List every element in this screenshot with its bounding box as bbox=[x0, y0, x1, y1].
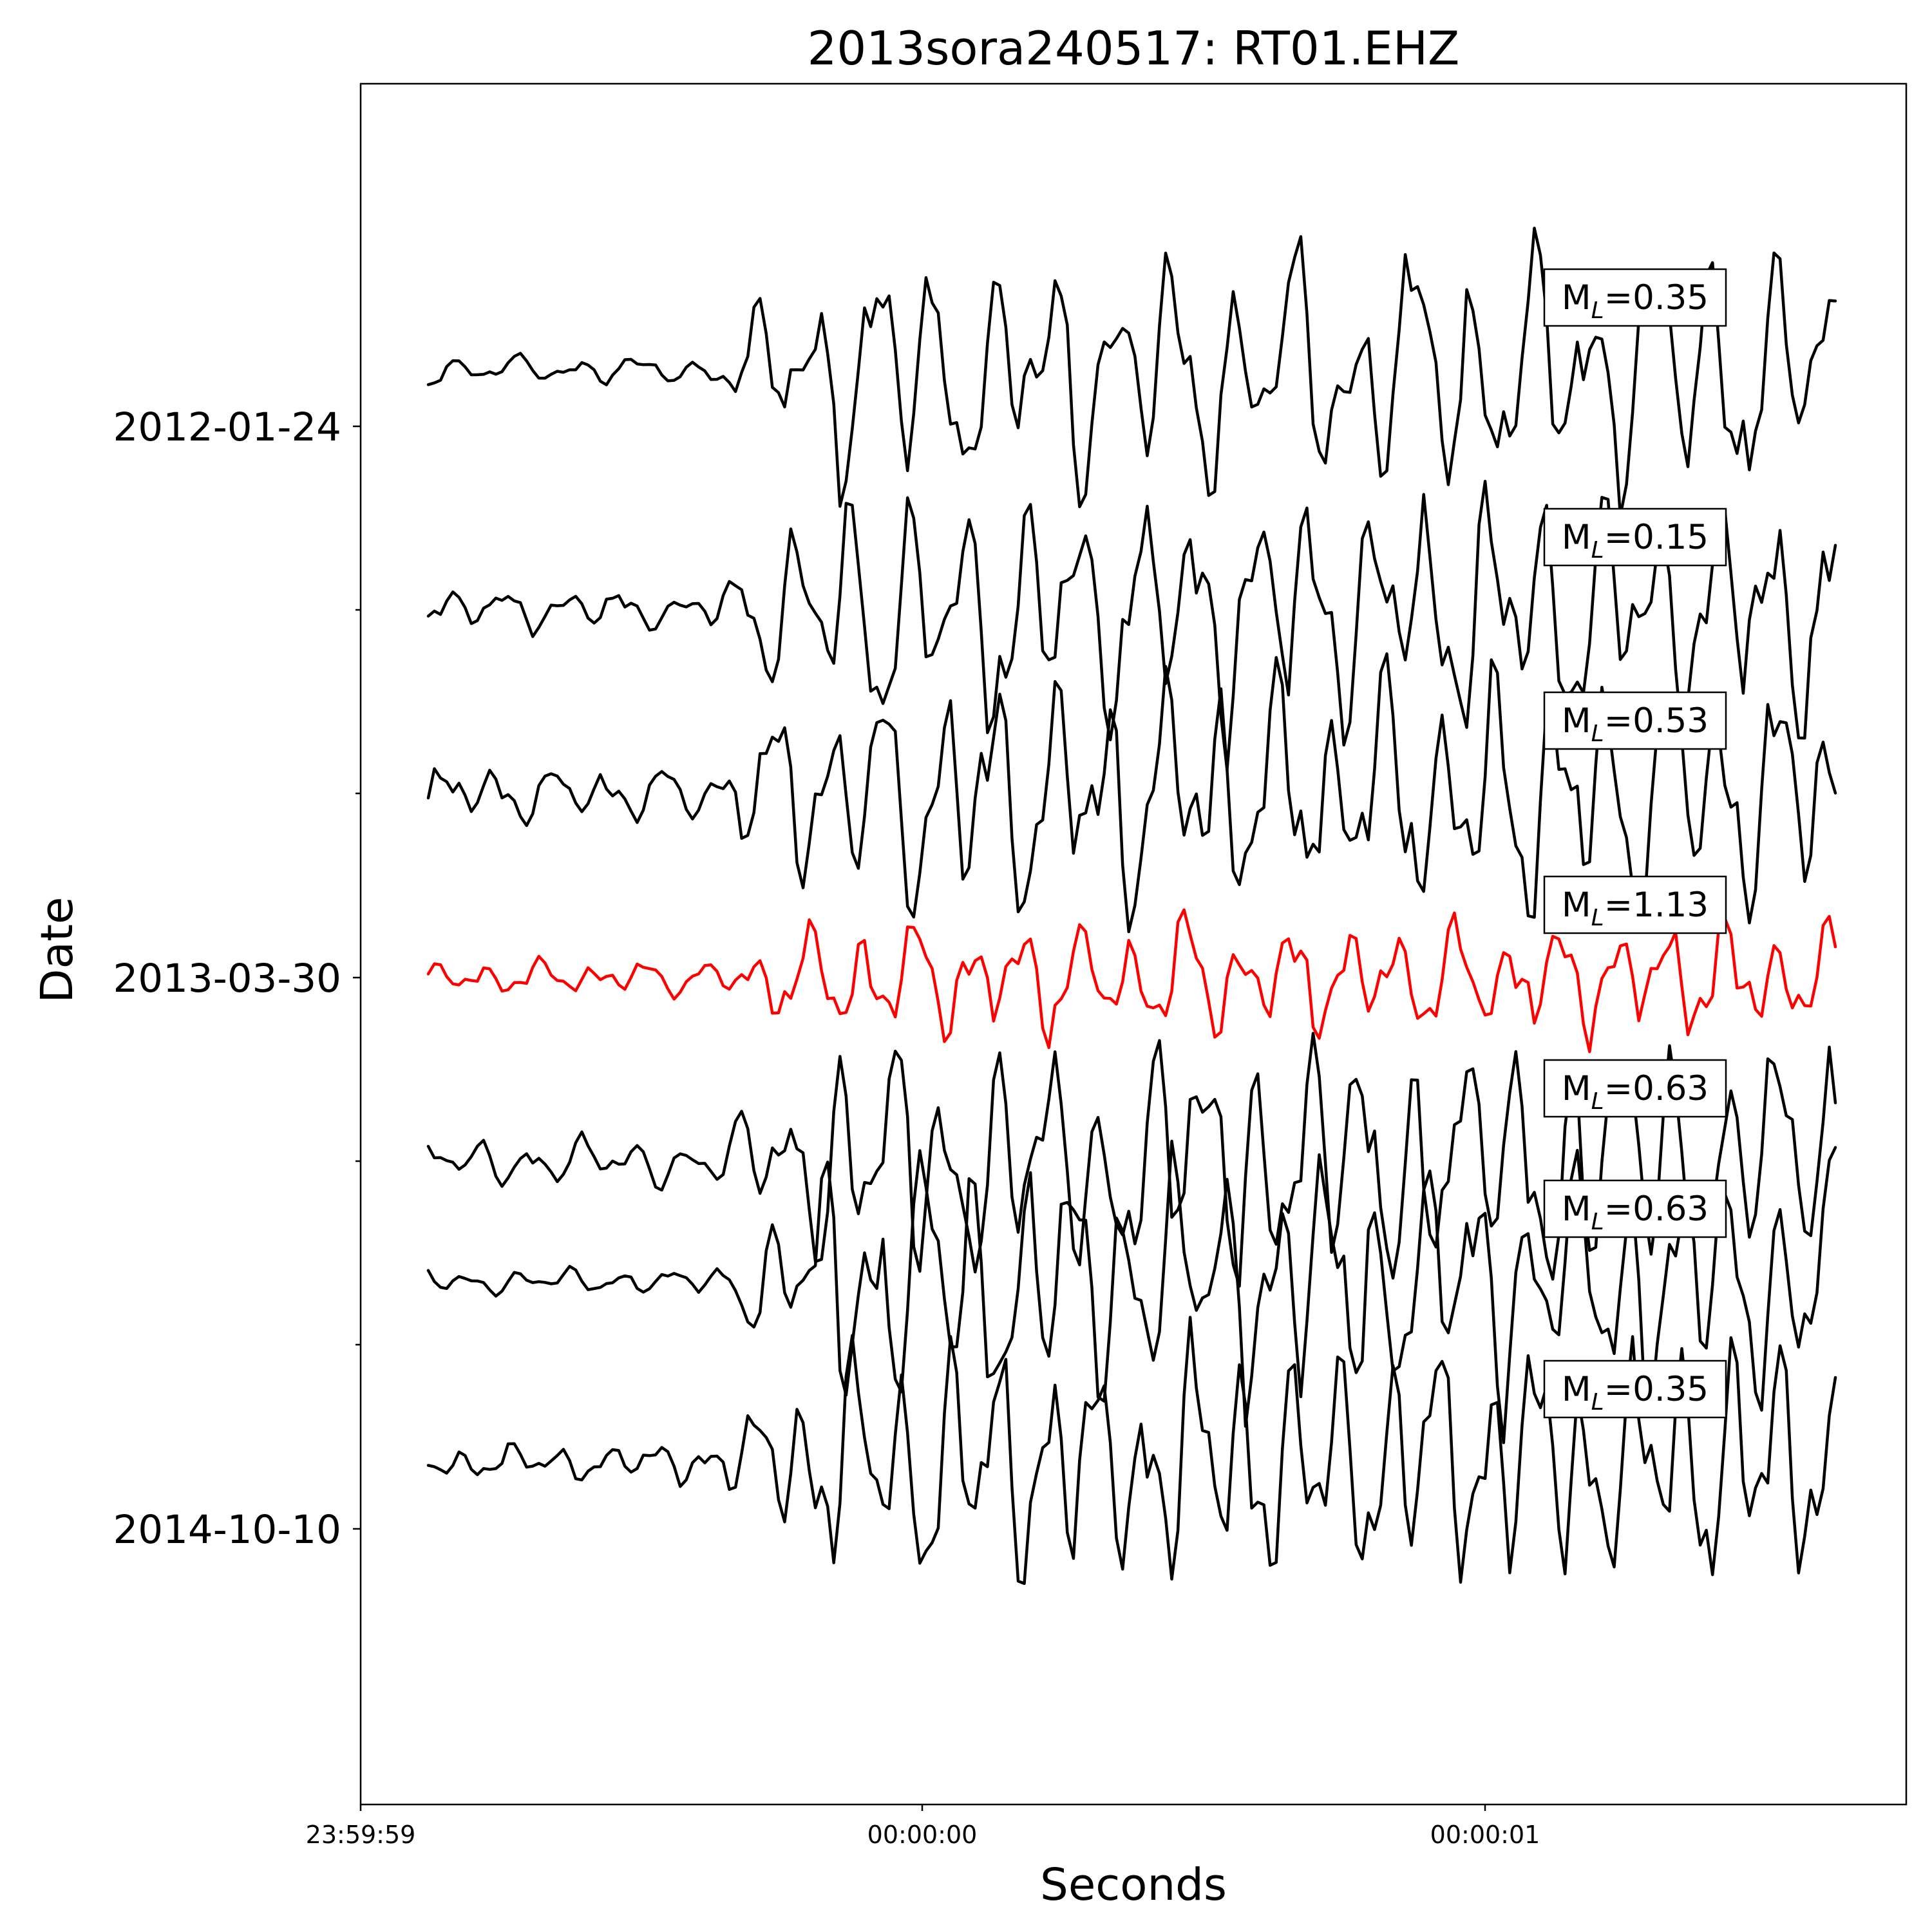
magnitude-label: ML=0.15 bbox=[1543, 507, 1727, 567]
x-tick-label: 00:00:00 bbox=[867, 1821, 978, 1849]
magnitude-label: ML=0.35 bbox=[1543, 1359, 1727, 1419]
magnitude-box bbox=[1543, 691, 1727, 750]
y-tick-label: 2012-01-24 bbox=[113, 404, 341, 450]
magnitude-label: ML=0.53 bbox=[1543, 691, 1727, 750]
waveform-trace bbox=[426, 480, 1837, 772]
waveform-trace bbox=[426, 1139, 1837, 1444]
magnitude-box bbox=[1543, 1359, 1727, 1419]
magnitude-text: ML=0.35 bbox=[1562, 278, 1709, 324]
y-axis: 2012-01-24 2013-03-30 2014-10-10 Date bbox=[32, 404, 361, 1553]
magnitude-text: ML=0.63 bbox=[1562, 1189, 1709, 1235]
magnitude-labels: ML=0.35 ML=0.15 ML=0.53 ML=1.13 ML=0.63 ML=0.… bbox=[1543, 268, 1727, 1419]
magnitude-box bbox=[1543, 875, 1727, 934]
magnitude-box bbox=[1543, 1179, 1727, 1238]
y-axis-label: Date bbox=[32, 897, 83, 1003]
magnitude-label: ML=0.63 bbox=[1543, 1059, 1727, 1118]
y-tick-label: 2013-03-30 bbox=[113, 956, 341, 1001]
magnitude-text: ML=1.13 bbox=[1562, 886, 1709, 931]
waveform-trace bbox=[426, 1316, 1837, 1586]
magnitude-text: ML=0.35 bbox=[1562, 1370, 1709, 1416]
chart-title: 2013sora240517: RT01.EHZ bbox=[808, 21, 1460, 75]
magnitude-text: ML=0.15 bbox=[1562, 518, 1709, 564]
y-tick-label: 2014-10-10 bbox=[113, 1507, 341, 1553]
x-tick-label: 23:59:59 bbox=[306, 1821, 416, 1849]
waveform-trace bbox=[426, 1032, 1837, 1288]
x-axis-label: Seconds bbox=[1040, 1859, 1227, 1911]
waveform-traces bbox=[426, 227, 1837, 1586]
x-tick-label: 00:00:01 bbox=[1430, 1821, 1540, 1849]
magnitude-label: ML=1.13 bbox=[1543, 875, 1727, 934]
magnitude-label: ML=0.35 bbox=[1543, 268, 1727, 327]
plot-frame bbox=[359, 82, 1908, 1806]
magnitude-label: ML=0.63 bbox=[1543, 1179, 1727, 1238]
x-axis: 23:59:59 00:00:00 00:00:01 Seconds bbox=[306, 1804, 1540, 1911]
magnitude-text: ML=0.53 bbox=[1562, 701, 1709, 747]
magnitude-box bbox=[1543, 1059, 1727, 1118]
magnitude-box bbox=[1543, 507, 1727, 567]
magnitude-box bbox=[1543, 268, 1727, 327]
magnitude-text: ML=0.63 bbox=[1562, 1069, 1709, 1115]
highlighted-trace bbox=[426, 908, 1837, 1054]
waveform-trace bbox=[426, 227, 1837, 518]
